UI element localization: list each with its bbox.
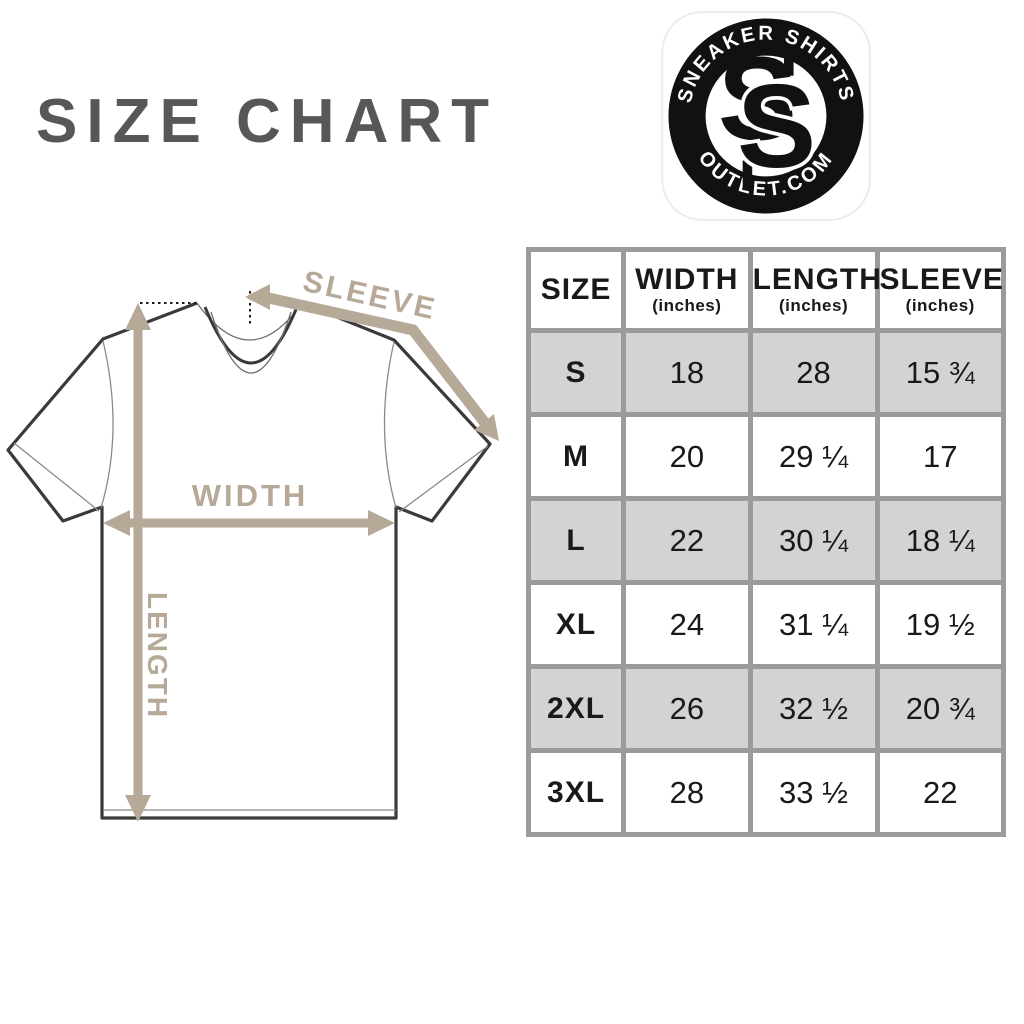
cell-sleeve: 15 ¾: [879, 333, 1001, 412]
svg-text:S: S: [737, 61, 816, 193]
width-arrow: [103, 510, 395, 536]
left-cuff-seam: [13, 442, 100, 512]
cell-length: 30 ¼: [752, 501, 875, 580]
table-header-row: SIZE WIDTH (inches) LENGTH (inches) SLEEVE…: [531, 252, 1003, 328]
cell-width: 26: [626, 669, 748, 748]
cell-size: XL: [531, 585, 622, 664]
tshirt-outline: [6, 301, 492, 820]
svg-text:S: S: [718, 33, 797, 165]
cell-width: 22: [626, 501, 748, 580]
left-armhole-seam: [100, 340, 114, 509]
tshirt-measurement-diagram: WIDTH LENGTH SLEEVE: [6, 265, 499, 822]
cell-sleeve: 22: [879, 753, 1001, 832]
cell-size: M: [531, 417, 622, 496]
cell-width: 20: [626, 417, 748, 496]
table-row-3xl: 3XL 28 33 ½ 22: [531, 753, 1001, 832]
cell-size: 2XL: [531, 669, 622, 748]
length-arrow: [125, 303, 151, 822]
cell-width: 28: [626, 753, 748, 832]
table-row-s: S 18 28 15 ¾: [531, 333, 1001, 412]
brand-logo: SNEAKER SHIRTS OUTLET.COM S S: [661, 11, 871, 221]
cell-sleeve: 17: [879, 417, 1001, 496]
size-table: SIZE WIDTH (inches) LENGTH (inches) SLEEVE…: [526, 247, 1006, 837]
cell-size: 3XL: [531, 753, 622, 832]
tshirt-body: [8, 303, 490, 818]
header-length: LENGTH (inches): [752, 252, 881, 328]
cell-size: L: [531, 501, 622, 580]
cell-length: 32 ½: [752, 669, 875, 748]
cell-width: 24: [626, 585, 748, 664]
header-sleeve: SLEEVE (inches): [879, 252, 1003, 328]
cell-length: 33 ½: [752, 753, 875, 832]
logo-ss-monogram-icon: S S: [718, 33, 820, 196]
page-title: SIZE CHART: [36, 87, 498, 156]
logo-inner-circle: [705, 55, 827, 177]
width-label: WIDTH: [192, 478, 309, 513]
cell-length: 31 ¼: [752, 585, 875, 664]
sleeve-arrow: [245, 284, 499, 441]
cell-sleeve: 19 ½: [879, 585, 1001, 664]
cell-sleeve: 18 ¼: [879, 501, 1001, 580]
cell-sleeve: 20 ¾: [879, 669, 1001, 748]
header-size: SIZE: [531, 252, 622, 328]
table-row-xl: XL 24 31 ¼ 19 ½: [531, 585, 1001, 664]
table-row-m: M 20 29 ¼ 17: [531, 417, 1001, 496]
header-width: WIDTH (inches): [626, 252, 748, 328]
cell-length: 28: [752, 333, 875, 412]
cell-length: 29 ¼: [752, 417, 875, 496]
length-label: LENGTH: [142, 592, 173, 719]
table-row-l: L 22 30 ¼ 18 ¼: [531, 501, 1001, 580]
right-cuff-seam: [398, 445, 489, 513]
collar-inner-seam: [210, 311, 292, 374]
right-armhole-seam: [383, 341, 397, 509]
cell-width: 18: [626, 333, 748, 412]
collar-band-line: [203, 306, 299, 365]
table-row-2xl: 2XL 26 32 ½ 20 ¾: [531, 669, 1001, 748]
cell-size: S: [531, 333, 622, 412]
